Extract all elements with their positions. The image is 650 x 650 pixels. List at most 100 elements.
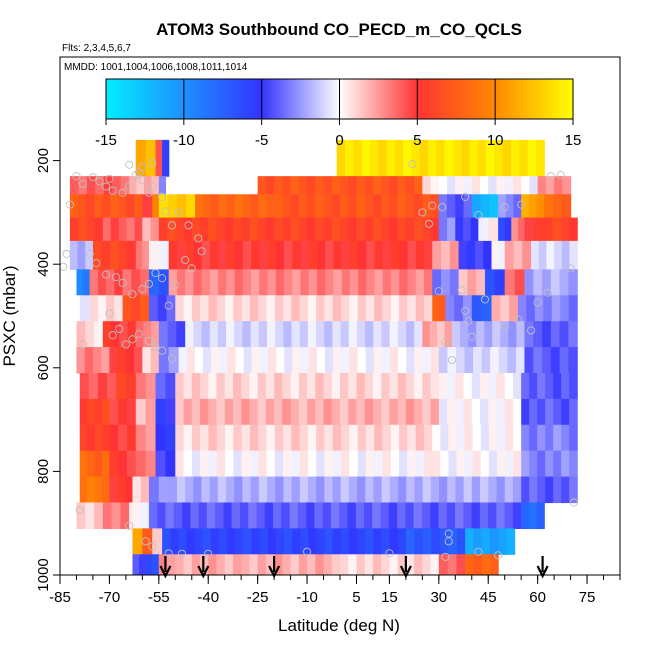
heatmap-cell (258, 194, 267, 219)
heatmap-cell (314, 502, 324, 529)
heatmap-cell (488, 176, 498, 195)
heatmap-cell (504, 372, 514, 400)
heatmap-cell (365, 295, 375, 322)
heatmap-cell (85, 240, 94, 270)
heatmap-cell (414, 528, 424, 555)
colorbar-tick-label: -15 (95, 132, 117, 149)
heatmap-cell (340, 372, 349, 400)
heatmap-cell (298, 176, 308, 195)
heatmap-cell (118, 398, 128, 426)
heatmap-cell (176, 240, 186, 270)
heatmap-cell (543, 295, 553, 322)
heatmap-cell (456, 424, 466, 452)
heatmap-cell (553, 194, 563, 219)
heatmap-cell (158, 321, 169, 348)
heatmap-cell (500, 295, 510, 322)
heatmap-cell (290, 372, 300, 400)
heatmap-cell (145, 424, 157, 452)
heatmap-cell (365, 528, 374, 555)
heatmap-cell (87, 398, 96, 426)
heatmap-cell (275, 240, 285, 270)
heatmap-cell (325, 240, 335, 270)
heatmap-cell (496, 372, 506, 400)
data-point (161, 207, 170, 216)
heatmap-cell (282, 554, 292, 575)
colorbar-tick-label: -5 (255, 132, 268, 149)
heatmap-cell (341, 450, 350, 478)
heatmap-cell (168, 240, 178, 270)
data-point (65, 200, 74, 209)
heatmap-cell (211, 347, 220, 374)
heatmap-cell (223, 502, 233, 529)
heatmap-cell (465, 528, 475, 555)
heatmap-cell (455, 502, 464, 529)
data-point (424, 219, 433, 228)
heatmap-cell (333, 240, 343, 270)
heatmap-cell (381, 528, 391, 555)
heatmap-cell (267, 240, 277, 270)
data-point (138, 285, 147, 294)
heatmap-cell (182, 502, 191, 529)
heatmap-cell (300, 528, 309, 555)
colorbar-tick-label: 5 (413, 132, 421, 149)
heatmap-cell (496, 176, 506, 195)
heatmap-cell (202, 528, 212, 555)
heatmap-cell (458, 269, 468, 296)
heatmap-cell (389, 554, 399, 575)
heatmap-cell (109, 450, 119, 478)
heatmap-cell (524, 321, 534, 348)
heatmap-cell (167, 194, 178, 219)
colorbar: -15 -10 -5 0 5 10 15 (95, 78, 581, 149)
heatmap-cell (448, 450, 458, 478)
data-point (457, 286, 466, 295)
heatmap-cell (225, 450, 234, 478)
heatmap-cell (397, 398, 407, 426)
heatmap-cell (126, 217, 136, 242)
heatmap-cell (216, 295, 226, 322)
heatmap-cell (118, 450, 128, 478)
heatmap-cell (155, 450, 167, 478)
heatmap-cell (455, 347, 466, 374)
heatmap-cell (259, 347, 269, 374)
heatmap-cell (208, 295, 218, 322)
data-point (95, 177, 104, 186)
heatmap-cell (84, 347, 94, 374)
heatmap-cell (519, 139, 529, 177)
heatmap-cell (191, 450, 201, 478)
heatmap-cell (135, 139, 147, 177)
heatmap-cell (348, 372, 358, 400)
heatmap-cell (521, 176, 531, 195)
x-axis: -85 -70 -55 -40 -25 -10 5 15 30 45 60 75 (49, 575, 621, 606)
heatmap-cell (152, 528, 163, 555)
heatmap-cell (102, 217, 112, 242)
heatmap-cell (300, 347, 310, 374)
heatmap-cell (471, 295, 483, 322)
heatmap-cell (561, 194, 572, 219)
heatmap-cell (158, 476, 170, 504)
heatmap-cell (239, 502, 249, 529)
heatmap-cell (480, 450, 490, 478)
heatmap-cell (176, 476, 186, 504)
heatmap-cell (471, 502, 481, 529)
heatmap-cell (85, 194, 95, 219)
heatmap-cell (185, 476, 194, 504)
heatmap-cell (315, 176, 325, 195)
heatmap-cell (357, 424, 367, 452)
heatmap-cell (208, 424, 218, 452)
heatmap-cell (521, 476, 530, 504)
heatmap-cell (438, 347, 448, 374)
heatmap-cell (200, 450, 210, 478)
heatmap-cell (496, 450, 506, 478)
heatmap-cell (505, 450, 514, 478)
heatmap-cell (414, 398, 423, 426)
heatmap-cell (521, 372, 530, 400)
heatmap-cell (481, 528, 491, 555)
heatmap-cell (148, 295, 159, 322)
heatmap-cell (117, 347, 127, 374)
data-point (151, 343, 160, 352)
heatmap-cell (289, 502, 299, 529)
heatmap-cell (183, 554, 193, 575)
heatmap-cell (447, 194, 456, 219)
heatmap-cell (231, 502, 241, 529)
heatmap-cell (365, 424, 375, 452)
